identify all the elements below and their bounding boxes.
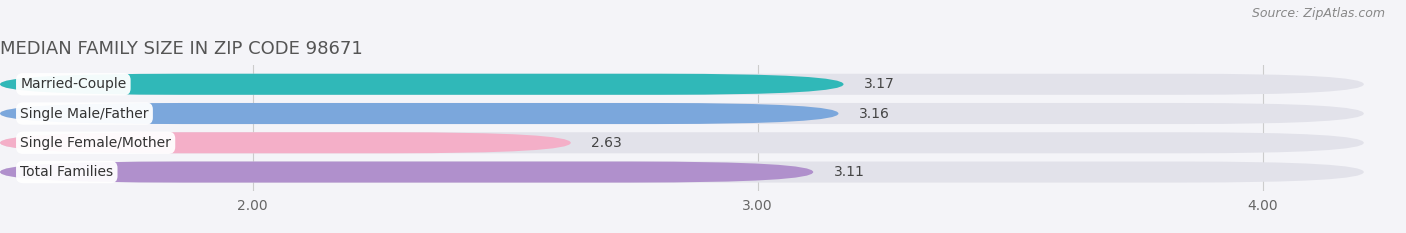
FancyBboxPatch shape	[0, 103, 1364, 124]
Text: Married-Couple: Married-Couple	[20, 77, 127, 91]
FancyBboxPatch shape	[0, 161, 1364, 183]
FancyBboxPatch shape	[0, 74, 844, 95]
Text: Total Families: Total Families	[20, 165, 114, 179]
Text: 3.17: 3.17	[863, 77, 894, 91]
Text: Single Male/Father: Single Male/Father	[20, 106, 149, 120]
FancyBboxPatch shape	[0, 74, 1364, 95]
Text: 2.63: 2.63	[591, 136, 621, 150]
Text: MEDIAN FAMILY SIZE IN ZIP CODE 98671: MEDIAN FAMILY SIZE IN ZIP CODE 98671	[0, 40, 363, 58]
FancyBboxPatch shape	[0, 103, 838, 124]
FancyBboxPatch shape	[0, 161, 813, 183]
Text: Single Female/Mother: Single Female/Mother	[20, 136, 172, 150]
FancyBboxPatch shape	[0, 132, 1364, 153]
Text: 3.11: 3.11	[834, 165, 865, 179]
FancyBboxPatch shape	[0, 132, 571, 153]
Text: Source: ZipAtlas.com: Source: ZipAtlas.com	[1251, 7, 1385, 20]
Text: 3.16: 3.16	[859, 106, 890, 120]
